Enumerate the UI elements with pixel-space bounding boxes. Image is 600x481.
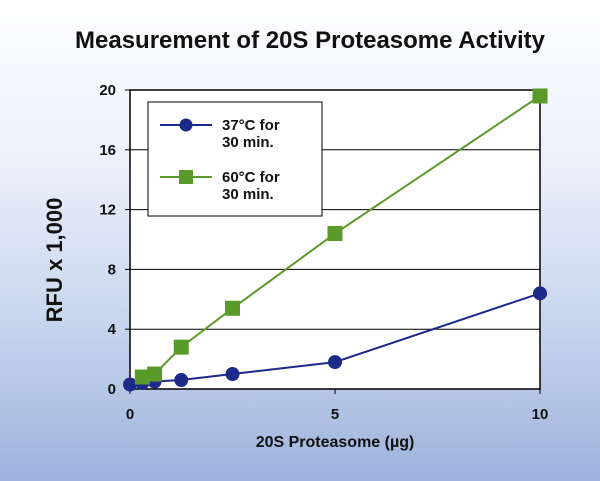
series-2-point xyxy=(147,366,163,382)
legend-box xyxy=(147,101,323,217)
chart-title: Measurement of 20S Proteasome Activity xyxy=(75,27,546,54)
legend-marker-1 xyxy=(179,118,193,132)
series-2-point xyxy=(225,300,240,316)
y-axis-ticks: 0 4 8 12 16 20 xyxy=(99,82,130,398)
series-2-point xyxy=(532,88,548,104)
legend-marker-2 xyxy=(179,170,193,184)
legend-label-1-line-2: 30 min. xyxy=(222,134,274,151)
series-2-point xyxy=(173,339,189,355)
x-tick-label-0: 0 xyxy=(126,406,134,423)
y-axis-label: RFU x 1,000 xyxy=(42,198,67,323)
legend-label-2-line-2: 30 min. xyxy=(222,186,274,203)
y-tick-label-12: 12 xyxy=(99,202,116,219)
y-tick-label-4: 4 xyxy=(108,321,117,338)
y-tick-label-20: 20 xyxy=(99,82,116,99)
x-tick-label-5: 5 xyxy=(331,406,339,423)
series-1-point xyxy=(174,373,189,388)
legend-label-2: 60°C for 30 min. xyxy=(222,169,280,203)
legend-label-1: 37°C for 30 min. xyxy=(222,117,280,151)
series-2-point xyxy=(134,369,150,385)
series-1-point xyxy=(123,377,137,392)
x-axis-label: 20S Proteasome (µg) xyxy=(256,434,415,451)
series-2 xyxy=(134,88,548,385)
legend-label-2-line-1: 60°C for xyxy=(222,169,280,186)
y-tick-label-8: 8 xyxy=(108,261,116,278)
legend-label-1-line-1: 37°C for xyxy=(222,117,280,134)
series-layer xyxy=(123,88,548,392)
y-tick-label-0: 0 xyxy=(108,381,116,398)
series-2-point xyxy=(327,226,343,242)
legend: 37°C for 30 min.60°C for 30 min. xyxy=(147,101,323,217)
x-axis-ticks: 0 5 10 xyxy=(126,389,549,423)
y-tick-label-16: 16 xyxy=(99,142,116,159)
series-1-point xyxy=(225,367,240,382)
series-1-point xyxy=(533,286,547,301)
x-tick-label-10: 10 xyxy=(532,406,549,423)
series-1-point xyxy=(328,355,342,370)
